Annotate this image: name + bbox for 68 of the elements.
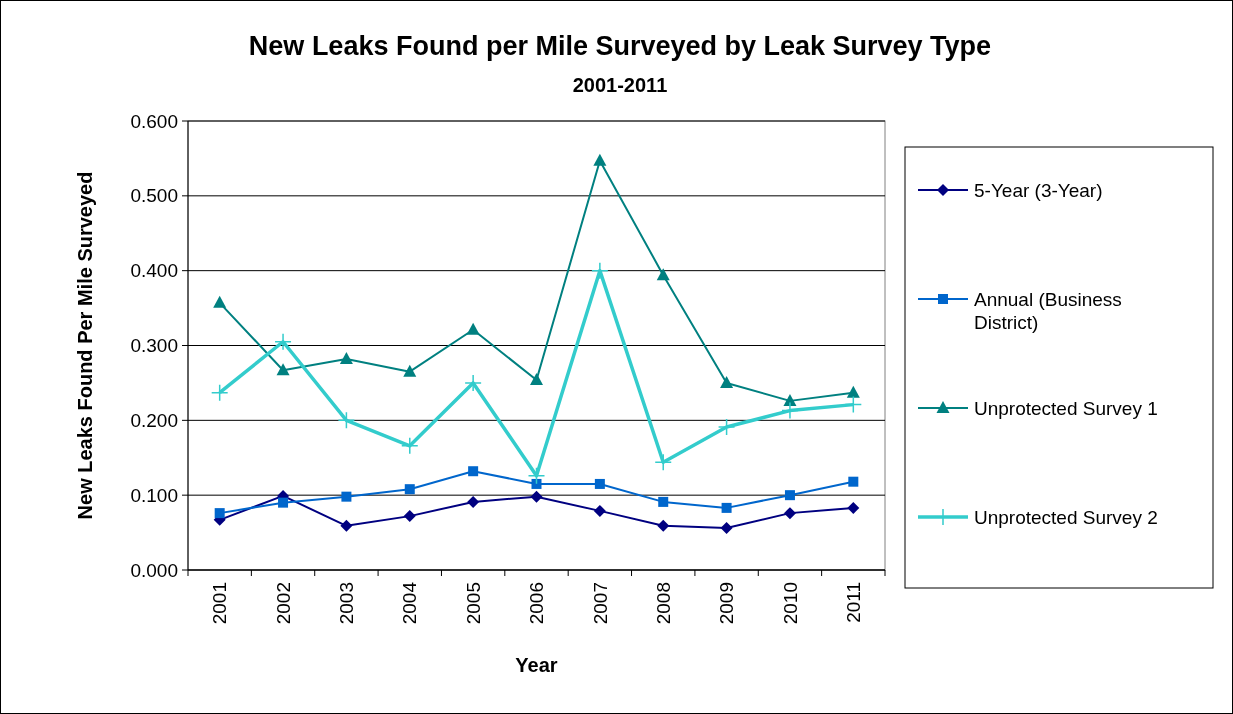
x-tick-label: 2002 [272,582,294,625]
y-tick-label: 0.000 [130,559,178,581]
point [464,374,482,392]
legend-label: Unprotected Survey 2 [974,506,1158,528]
point [404,484,415,495]
point [467,495,480,508]
point [468,466,479,477]
y-tick-label: 0.200 [130,409,178,431]
point [531,478,542,489]
point [720,375,734,388]
point [210,383,229,402]
point [213,295,227,308]
legend-label: Annual (Business District) [974,288,1122,334]
point [278,497,289,508]
point [848,476,859,487]
point [594,478,605,489]
point [591,261,609,280]
x-tick-label: 2008 [652,582,674,625]
x-tick-label: 2003 [336,582,358,625]
point [657,519,670,532]
point [783,393,797,406]
x-tick-label: 2007 [589,582,611,625]
y-tick-label: 0.100 [130,484,178,506]
point [656,268,670,281]
point [401,437,419,455]
x-tick-label: 2005 [462,582,484,625]
y-tick-label: 0.600 [130,110,178,132]
x-axis-title: Year [515,654,558,676]
point [844,395,863,414]
x-tick-label: 2001 [209,582,231,625]
point [403,364,417,377]
point [339,351,353,364]
point [527,466,546,485]
point [274,333,292,351]
point [721,502,732,513]
point [466,322,480,335]
point [276,363,290,376]
point [717,418,736,436]
legend-label: Unprotected Survey 1 [974,397,1158,419]
x-tick-label: 2004 [399,581,421,625]
point [593,153,607,166]
point [846,385,860,398]
point [783,507,796,520]
point [720,522,733,535]
point [530,490,543,503]
y-tick-label: 0.500 [130,185,178,207]
x-tick-label: 2010 [779,582,801,625]
chart-title: New Leaks Found per Mile Surveyed by Leak Survey Type [248,31,992,61]
x-tick-label: 2009 [716,582,738,625]
point [340,519,353,532]
point [658,496,669,507]
point [593,504,606,517]
point [781,401,799,420]
chart-subtitle: 2001-2011 [572,74,668,96]
point [214,508,225,519]
point [337,411,356,430]
point [530,372,543,385]
y-tick-label: 0.300 [130,335,178,357]
point [403,510,416,523]
legend-label: 5-Year (3-Year) [974,179,1103,201]
y-axis-title: New Leaks Found Per Mile Surveyed [74,171,96,520]
y-tick-label: 0.400 [130,260,178,282]
point [341,491,352,502]
point [784,490,795,501]
x-tick-label: 2011 [842,582,864,623]
x-tick-label: 2006 [526,582,548,625]
point [847,501,860,514]
point [654,453,672,471]
